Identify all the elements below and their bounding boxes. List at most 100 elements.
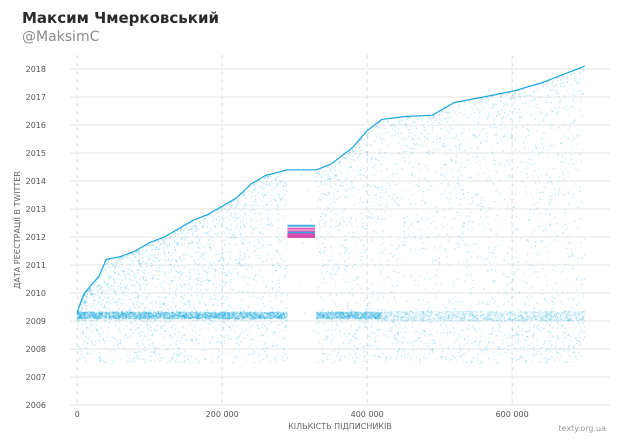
data-point [89,288,92,291]
data-point [419,216,422,218]
data-point [208,323,210,326]
data-point [427,243,429,245]
data-point [518,357,520,359]
data-point [109,301,111,303]
data-point [156,248,158,250]
data-point [334,272,336,274]
data-point [360,252,363,254]
data-point [167,257,169,260]
data-point [364,144,367,146]
data-point [506,132,508,134]
data-point [369,302,371,304]
data-point [128,318,131,320]
data-point [178,361,180,364]
data-point [132,263,134,265]
data-point [241,306,244,308]
data-point [414,121,416,123]
data-point [132,323,134,325]
data-point [122,324,124,326]
data-point [359,325,361,327]
data-point [471,155,474,157]
data-point [278,201,280,203]
data-point [96,358,98,360]
data-point [286,348,288,350]
data-point [429,119,432,121]
data-point [251,332,253,334]
data-point [137,354,140,357]
data-point [526,161,528,163]
data-point [535,189,538,191]
data-point [178,299,181,301]
data-point [195,344,197,346]
data-point [417,339,419,341]
data-point [418,336,420,339]
data-point [581,149,584,151]
data-point [94,293,97,296]
data-point [464,355,466,357]
data-point [554,345,557,347]
data-point [461,144,463,147]
data-point [508,162,510,164]
data-point [572,159,575,161]
data-point [195,278,197,281]
data-point [567,361,569,364]
data-point [577,261,579,264]
data-point [410,352,412,354]
data-point [486,352,488,354]
data-point [346,349,348,351]
data-point [90,297,92,299]
data-point [322,255,324,258]
data-point [127,289,129,292]
data-point [358,236,360,239]
data-point [537,362,539,364]
data-point [322,192,324,195]
data-point [527,269,529,271]
data-point [574,296,577,298]
data-point [534,230,536,233]
data-point [423,322,425,324]
data-point [195,292,198,294]
data-point [433,121,435,123]
data-point [129,257,132,260]
data-point [257,239,259,241]
data-point [491,153,493,155]
data-point [531,342,533,345]
data-point [199,299,201,301]
data-point [428,291,430,294]
data-point [442,348,445,350]
data-point [533,292,535,294]
data-point [506,160,509,162]
data-point [573,334,575,336]
data-point [266,224,268,226]
data-point [419,131,422,134]
data-point [405,127,408,129]
data-point [330,210,332,213]
data-point [497,328,499,330]
data-point [427,227,429,229]
data-point [198,362,200,364]
data-point [370,327,372,329]
data-point [399,123,401,125]
data-point [505,252,507,254]
data-point [258,223,261,226]
data-point [399,324,401,327]
data-point [491,96,493,98]
data-point [330,350,333,353]
data-point [583,323,585,325]
data-point [83,299,86,301]
data-point [426,211,428,213]
data-point [479,205,481,207]
data-point [576,289,578,291]
data-point [108,277,110,279]
data-point [345,321,347,323]
data-point [170,339,172,341]
data-point [95,325,98,327]
data-point [374,168,376,170]
data-point [281,300,283,302]
data-point [103,304,106,306]
data-point [435,141,438,143]
data-point [156,247,158,249]
data-point [324,167,327,169]
data-point [447,117,449,120]
data-point [484,318,487,320]
